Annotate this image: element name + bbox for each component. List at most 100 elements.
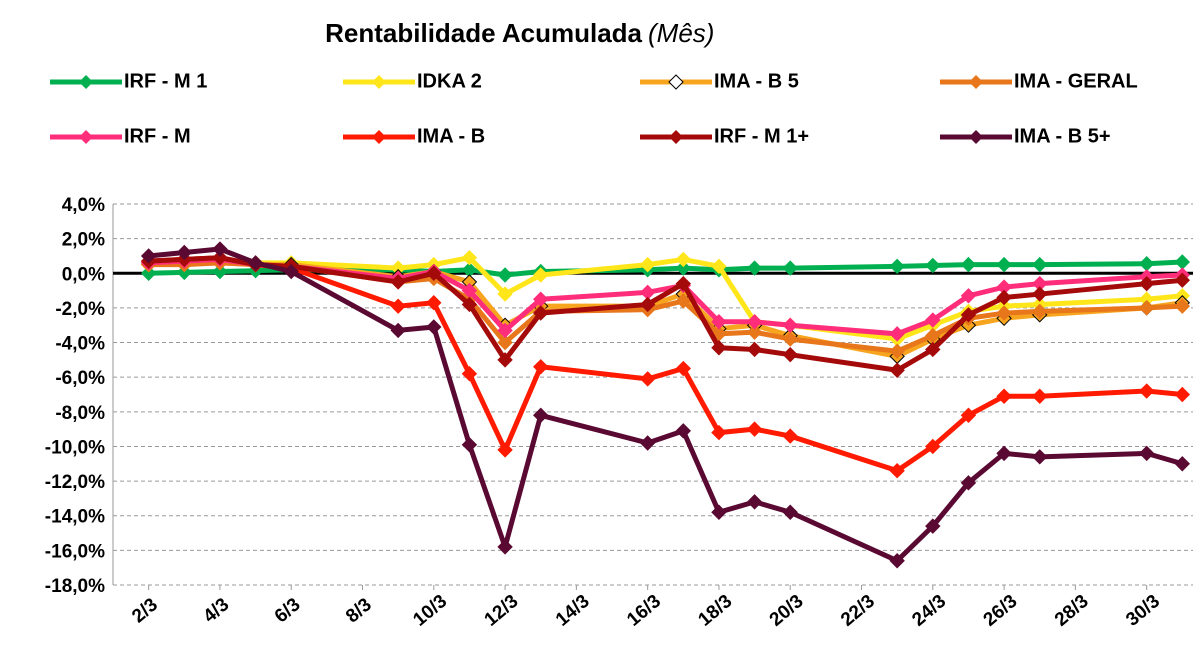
data-point [247,255,264,271]
legend-label: IRF - M [124,125,191,147]
data-point [889,258,905,275]
data-point [675,275,692,292]
data-point [925,518,941,534]
data-point [711,258,727,275]
data-point [212,249,228,266]
data-point [675,251,692,268]
data-point [889,326,905,342]
data-point [711,314,727,330]
data-point [533,267,549,283]
data-point [1032,256,1048,273]
data-point [925,341,941,358]
data-point [1138,300,1155,316]
chart-title: Rentabilidade Acumulada [325,18,642,48]
data-point [782,428,798,444]
y-tick-label: 4,0% [62,195,105,216]
data-point [996,256,1012,273]
data-point [1138,445,1155,462]
y-tick-label: -2,0% [55,299,105,320]
data-point [925,312,941,328]
data-point [889,553,905,569]
y-tick-label: -8,0% [55,403,105,424]
legend-label: IDKA 2 [417,70,482,92]
y-tick-label: -18,0% [45,576,105,597]
data-point [533,305,549,321]
data-point [176,264,192,281]
legend-marker [969,130,983,144]
data-point [782,317,798,333]
y-tick-label: -14,0% [45,507,105,528]
data-point [426,295,442,311]
data-point [1032,449,1048,465]
data-point [461,249,478,266]
data-point [533,359,549,375]
data-point [711,340,727,356]
legend-label: IMA - B 5 [714,70,799,92]
data-point [497,539,513,555]
series-line [148,246,1184,564]
data-point [996,305,1012,321]
y-tick-label: -12,0% [45,472,105,493]
data-point [461,296,478,313]
data-point [746,421,763,437]
data-point [390,274,406,290]
data-point [283,263,299,280]
data-point [925,438,941,455]
data-point [390,322,406,339]
y-tick-label: -4,0% [55,334,105,355]
data-point [140,265,157,281]
data-point [711,424,727,441]
legend-label: IRF - M 1+ [714,125,809,147]
data-point [746,494,763,510]
data-point [1174,456,1191,472]
data-point [746,260,763,276]
data-point [996,445,1012,462]
data-point [960,475,977,491]
y-tick-label: 2,0% [62,230,105,251]
data-point [889,343,905,359]
data-point [675,293,692,309]
legend-label: IMA - B [417,125,485,147]
legend-marker [79,130,93,144]
data-point [390,298,406,314]
data-point [1174,272,1191,288]
data-point [497,267,513,283]
data-point [960,288,977,304]
chart-subtitle: (Mês) [648,18,714,48]
data-point [176,244,192,261]
data-point [960,256,977,273]
legend-marker [668,74,684,90]
data-point [675,360,692,377]
data-point [746,324,763,340]
series-line [148,259,1183,278]
data-point [212,241,228,257]
data-point [426,265,442,281]
data-point [639,435,656,451]
data-point [639,371,656,387]
data-point [461,366,478,382]
legend-marker [669,130,683,144]
data-point [1138,383,1155,399]
data-point [782,346,798,363]
legend-label: IMA - GERAL [1014,70,1138,92]
data-point [497,352,513,368]
data-point [461,437,478,453]
data-point [497,286,513,302]
legend-marker [969,75,983,89]
data-point [960,407,977,423]
data-point [711,504,727,520]
data-point [1032,388,1048,404]
data-point [889,362,905,378]
data-point [140,248,157,264]
data-point [497,442,513,458]
legend-marker [372,130,386,144]
data-point [639,256,656,273]
data-point [639,296,656,313]
data-point [746,314,763,330]
data-point [1174,298,1191,314]
data-point [212,263,228,280]
legend-label: IRF - M 1 [124,70,207,92]
